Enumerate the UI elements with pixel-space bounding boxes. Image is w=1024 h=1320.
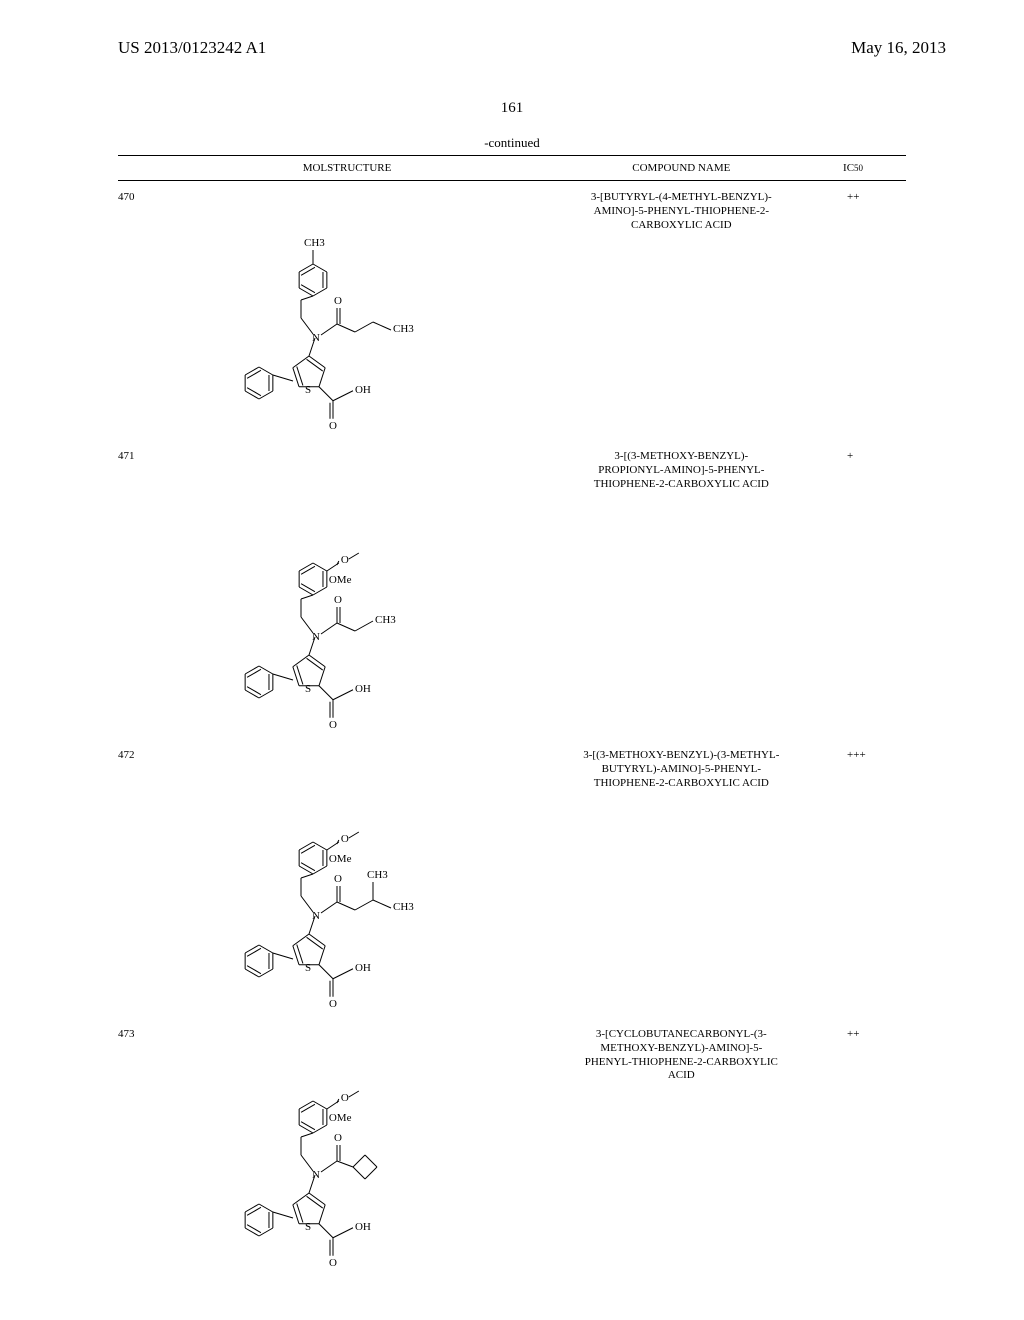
- ic50-value: ++: [843, 1018, 906, 1277]
- patent-number: US 2013/0123242 A1: [118, 38, 266, 58]
- svg-text:O: O: [341, 833, 349, 845]
- col-compound-name: COMPOUND NAME: [520, 156, 843, 181]
- col-ic50: IC50: [843, 156, 906, 181]
- svg-text:S: S: [305, 962, 311, 974]
- compound-number: 471: [118, 440, 174, 739]
- page-header: US 2013/0123242 A1 May 16, 2013: [0, 0, 1024, 58]
- svg-text:O: O: [334, 1132, 342, 1144]
- compound-number: 470: [118, 181, 174, 441]
- svg-text:O: O: [341, 554, 349, 566]
- patent-date: May 16, 2013: [851, 38, 946, 58]
- table-row: 470SOOHNOCH3CH33-[BUTYRYL-(4-METHYL-BENZ…: [118, 181, 906, 441]
- ic50-value: ++: [843, 181, 906, 441]
- svg-text:O: O: [334, 873, 342, 885]
- molstructure-cell: SOOHNOCH3OOMe: [174, 440, 519, 739]
- svg-text:O: O: [334, 594, 342, 606]
- svg-text:OH: OH: [355, 384, 371, 396]
- compound-name: 3-[(3-METHOXY-BENZYL)-PROPIONYL-AMINO]-5…: [520, 440, 843, 739]
- table-header-row: MOLSTRUCTURE COMPOUND NAME IC50: [118, 156, 906, 181]
- svg-text:S: S: [305, 1221, 311, 1233]
- compound-name: 3-[CYCLOBUTANECARBONYL-(3-METHOXY-BENZYL…: [520, 1018, 843, 1277]
- compound-name: 3-[(3-METHOXY-BENZYL)-(3-METHYL-BUTYRYL)…: [520, 739, 843, 1018]
- svg-text:OH: OH: [355, 962, 371, 974]
- molstructure-cell: SOOHNOCH3CH3OOMe: [174, 739, 519, 1018]
- ic50-value: +++: [843, 739, 906, 1018]
- compound-name: 3-[BUTYRYL-(4-METHYL-BENZYL)-AMINO]-5-PH…: [520, 181, 843, 441]
- table-row: 473SOOHNOOOMe3-[CYCLOBUTANECARBONYL-(3-M…: [118, 1018, 906, 1277]
- compound-number: 473: [118, 1018, 174, 1277]
- molstructure-cell: SOOHNOOOMe: [174, 1018, 519, 1277]
- svg-text:S: S: [305, 384, 311, 396]
- page-number: 161: [0, 100, 1024, 117]
- svg-text:CH3: CH3: [375, 614, 396, 626]
- table-row: 471SOOHNOCH3OOMe3-[(3-METHOXY-BENZYL)-PR…: [118, 440, 906, 739]
- svg-text:O: O: [329, 420, 337, 431]
- molstructure-cell: SOOHNOCH3CH3: [174, 181, 519, 441]
- svg-text:OH: OH: [355, 1221, 371, 1233]
- svg-text:O: O: [334, 295, 342, 307]
- svg-text:O: O: [329, 1257, 337, 1268]
- svg-text:OMe: OMe: [329, 1112, 352, 1124]
- compound-table: MOLSTRUCTURE COMPOUND NAME IC50 470SOOHN…: [118, 155, 906, 1277]
- svg-text:O: O: [329, 998, 337, 1009]
- svg-text:OH: OH: [355, 683, 371, 695]
- col-molstructure: MOLSTRUCTURE: [174, 156, 519, 181]
- svg-text:OMe: OMe: [329, 574, 352, 586]
- svg-text:CH3: CH3: [393, 901, 414, 913]
- svg-text:O: O: [329, 719, 337, 730]
- table-row: 472SOOHNOCH3CH3OOMe3-[(3-METHOXY-BENZYL)…: [118, 739, 906, 1018]
- continued-label: -continued: [0, 135, 1024, 151]
- svg-text:O: O: [341, 1092, 349, 1104]
- svg-text:CH3: CH3: [393, 323, 414, 335]
- svg-text:S: S: [305, 683, 311, 695]
- svg-text:OMe: OMe: [329, 853, 352, 865]
- svg-text:CH3: CH3: [304, 237, 325, 249]
- ic50-value: +: [843, 440, 906, 739]
- compound-number: 472: [118, 739, 174, 1018]
- svg-text:CH3: CH3: [367, 869, 388, 881]
